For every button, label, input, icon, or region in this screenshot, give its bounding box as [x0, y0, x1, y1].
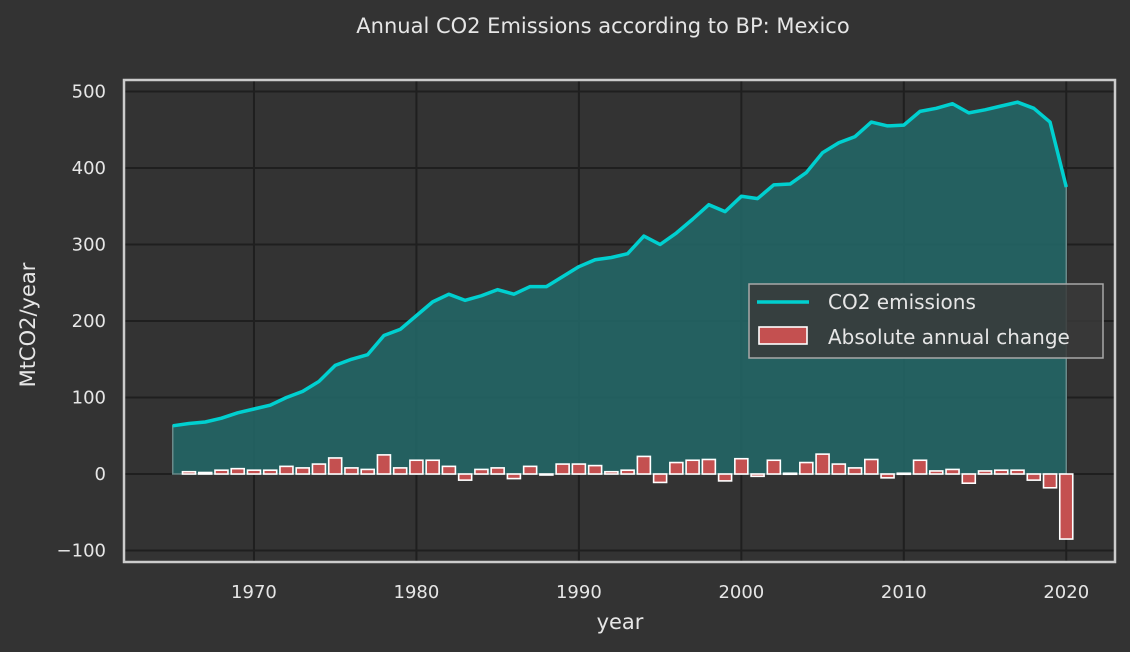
- annual-change-bar: [717, 473, 733, 482]
- annual-change-bar: [750, 473, 765, 478]
- annual-change-bar: [734, 457, 749, 475]
- annual-change-bar: [587, 464, 603, 475]
- x-tick-label: 1970: [231, 582, 277, 603]
- annual-change-bar: [636, 455, 652, 475]
- annual-change-bar: [928, 470, 944, 475]
- plot-area: [122, 78, 1117, 564]
- legend: CO2 emissions Absolute annual change: [748, 283, 1104, 359]
- annual-change-bar: [425, 459, 440, 475]
- y-tick-label: −100: [57, 541, 106, 562]
- annual-change-bar: [604, 470, 619, 475]
- annual-change-bar: [392, 467, 408, 475]
- annual-change-bar: [1058, 473, 1074, 540]
- annual-change-bar: [782, 472, 798, 476]
- annual-change-bar: [490, 467, 505, 475]
- annual-change-bar: [246, 469, 262, 475]
- x-tick-label: 1990: [556, 582, 602, 603]
- annual-change-bar: [555, 463, 570, 475]
- annual-change-bar: [214, 469, 229, 475]
- plot-frame: [122, 78, 1117, 564]
- y-tick-label: 100: [72, 388, 106, 409]
- annual-change-bar: [847, 467, 863, 475]
- annual-change-bar: [571, 463, 587, 475]
- y-tick-label: 0: [95, 464, 106, 485]
- legend-label-co2: CO2 emissions: [828, 290, 976, 314]
- annual-change-bar: [279, 465, 294, 475]
- y-tick-label: 500: [72, 81, 106, 102]
- annual-change-bar: [409, 459, 424, 475]
- annual-change-bar: [864, 458, 879, 475]
- annual-change-bar: [181, 470, 197, 475]
- annual-change-bar: [831, 463, 847, 475]
- annual-change-bar: [652, 473, 668, 484]
- annual-change-bar: [945, 468, 960, 475]
- annual-change-bar: [474, 468, 489, 475]
- annual-change-bar: [441, 465, 457, 475]
- annual-change-bar: [766, 459, 782, 475]
- annual-change-bar: [669, 461, 684, 475]
- y-axis-label: MtCO2/year: [16, 262, 40, 387]
- annual-change-bar: [1010, 469, 1025, 475]
- annual-change-bar: [912, 459, 928, 475]
- annual-change-bar: [896, 472, 912, 476]
- legend-bar-swatch: [758, 326, 808, 345]
- annual-change-bar: [457, 473, 473, 481]
- annual-change-bar: [1042, 473, 1058, 489]
- annual-change-bar: [522, 465, 538, 475]
- annual-change-bar: [880, 473, 895, 479]
- annual-change-bar: [815, 453, 830, 475]
- x-tick-label: 2010: [881, 582, 927, 603]
- annual-change-bar: [620, 469, 635, 475]
- annual-change-bar: [197, 471, 213, 475]
- annual-change-bar: [360, 468, 375, 475]
- annual-change-bar: [344, 467, 359, 475]
- x-tick-label: 2000: [718, 582, 764, 603]
- annual-change-bar: [701, 458, 717, 475]
- x-tick-label: 1980: [394, 582, 440, 603]
- annual-change-bar: [993, 469, 1009, 475]
- annual-change-bar: [327, 457, 343, 475]
- annual-change-bar: [685, 459, 700, 475]
- legend-box: [748, 283, 1104, 359]
- annual-change-bar: [506, 473, 522, 480]
- chart-title: Annual CO2 Emissions according to BP: Me…: [356, 14, 849, 38]
- y-tick-label: 300: [72, 234, 106, 255]
- annual-change-bar: [799, 461, 814, 475]
- annual-change-bar: [295, 467, 311, 475]
- annual-change-bar: [376, 454, 392, 475]
- annual-change-bar: [262, 469, 278, 475]
- annual-change-bar: [311, 463, 327, 475]
- annual-change-bar: [230, 467, 246, 475]
- annual-change-bar: [961, 473, 977, 484]
- emissions-line: [172, 100, 1068, 428]
- annual-change-bar: [1026, 473, 1042, 481]
- legend-label-change: Absolute annual change: [828, 325, 1070, 349]
- y-tick-label: 400: [72, 158, 106, 179]
- annual-change-bar: [539, 473, 554, 476]
- y-tick-label: 200: [72, 311, 106, 332]
- x-axis-label: year: [597, 610, 644, 634]
- x-tick-label: 2020: [1043, 582, 1089, 603]
- annual-change-bar: [977, 470, 993, 475]
